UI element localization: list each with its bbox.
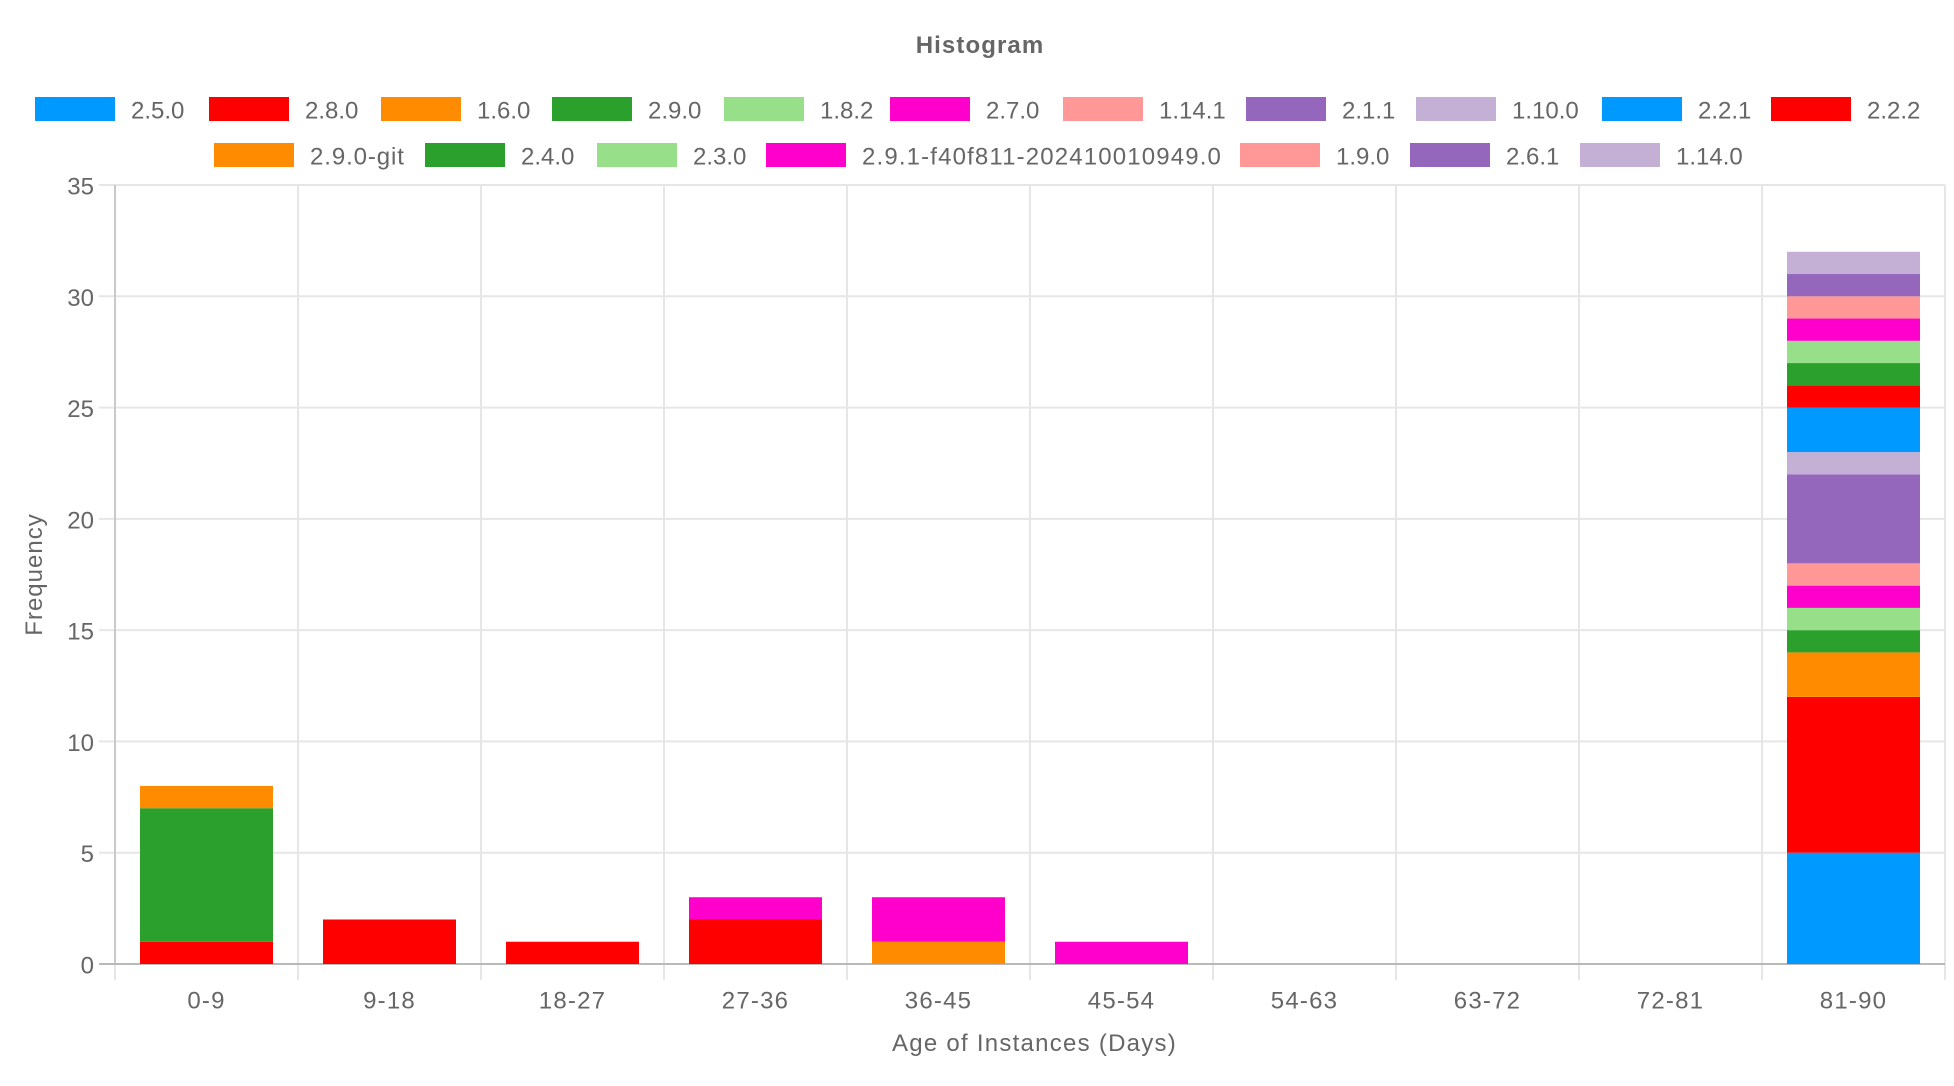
svg-text:Age of Instances (Days): Age of Instances (Days) <box>892 1030 1177 1057</box>
svg-text:0-9: 0-9 <box>187 988 225 1015</box>
svg-text:2.2.2: 2.2.2 <box>1867 98 1920 125</box>
svg-text:2.5.0: 2.5.0 <box>131 98 184 125</box>
svg-text:2.2.1: 2.2.1 <box>1698 98 1751 125</box>
svg-text:10: 10 <box>67 730 94 757</box>
svg-text:18-27: 18-27 <box>539 988 606 1015</box>
svg-text:72-81: 72-81 <box>1637 988 1704 1015</box>
svg-text:1.10.0: 1.10.0 <box>1512 98 1579 125</box>
svg-text:2.1.1: 2.1.1 <box>1342 98 1395 125</box>
svg-text:25: 25 <box>67 396 94 423</box>
svg-text:1.9.0: 1.9.0 <box>1336 144 1389 171</box>
svg-text:35: 35 <box>67 174 94 201</box>
svg-text:1.14.1: 1.14.1 <box>1159 98 1226 125</box>
svg-text:1.14.0: 1.14.0 <box>1676 144 1743 171</box>
svg-text:20: 20 <box>67 507 94 534</box>
svg-text:2.6.1: 2.6.1 <box>1506 144 1559 171</box>
svg-text:30: 30 <box>67 285 94 312</box>
svg-text:1.8.2: 1.8.2 <box>820 98 873 125</box>
svg-text:81-90: 81-90 <box>1820 988 1887 1015</box>
svg-text:2.9.1-f40f811-202410010949.0: 2.9.1-f40f811-202410010949.0 <box>862 144 1222 171</box>
svg-text:2.4.0: 2.4.0 <box>521 144 574 171</box>
svg-text:9-18: 9-18 <box>363 988 416 1015</box>
svg-text:Frequency: Frequency <box>21 513 48 635</box>
svg-text:63-72: 63-72 <box>1454 988 1521 1015</box>
svg-text:2.9.0-git: 2.9.0-git <box>310 144 405 171</box>
svg-text:54-63: 54-63 <box>1271 988 1338 1015</box>
svg-text:Histogram: Histogram <box>916 32 1045 59</box>
svg-text:15: 15 <box>67 619 94 646</box>
svg-text:1.6.0: 1.6.0 <box>477 98 530 125</box>
svg-text:2.7.0: 2.7.0 <box>986 98 1039 125</box>
svg-text:36-45: 36-45 <box>905 988 972 1015</box>
svg-text:27-36: 27-36 <box>722 988 789 1015</box>
svg-text:5: 5 <box>81 841 94 868</box>
svg-text:2.9.0: 2.9.0 <box>648 98 701 125</box>
svg-text:2.3.0: 2.3.0 <box>693 144 746 171</box>
svg-text:45-54: 45-54 <box>1088 988 1155 1015</box>
svg-text:0: 0 <box>81 953 94 980</box>
svg-text:2.8.0: 2.8.0 <box>305 98 358 125</box>
